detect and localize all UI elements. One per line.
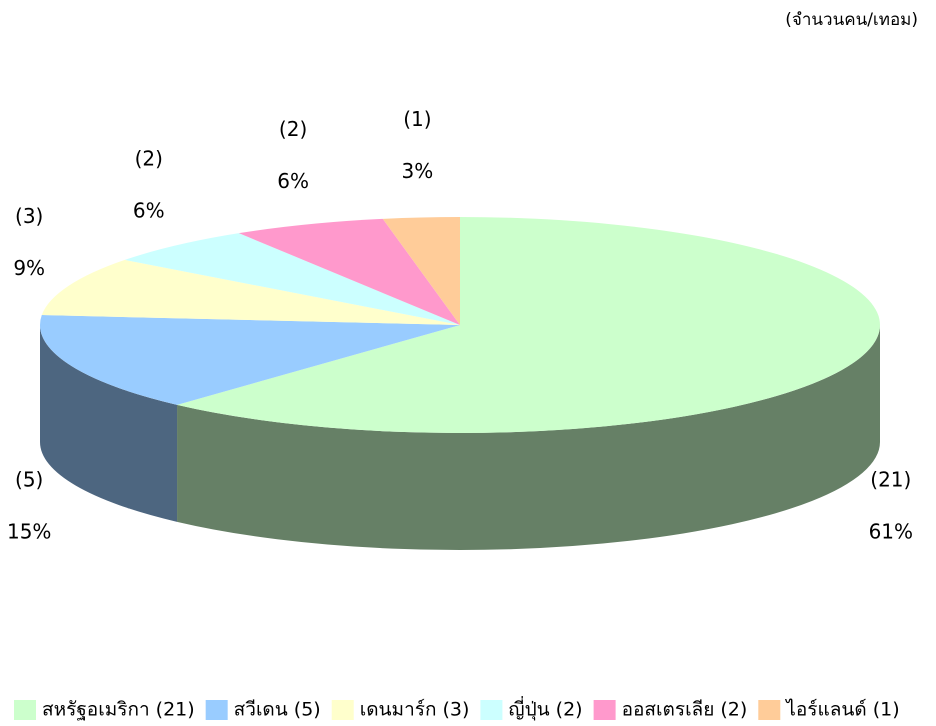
value-label: (1) xyxy=(403,107,431,131)
value-label: (21) xyxy=(870,468,911,492)
legend-label: เดนมาร์ก (3) xyxy=(360,699,470,721)
legend-swatch xyxy=(331,700,354,720)
percentage-label: 61% xyxy=(869,520,913,544)
unit-label: (จำนวนคน/เทอม) xyxy=(785,10,918,30)
percentage-label: 6% xyxy=(133,198,165,222)
slice xyxy=(41,259,460,325)
legend-swatch xyxy=(205,700,228,720)
legend-label: ญี่ปุ่น (2) xyxy=(508,696,582,722)
percentage-label: 9% xyxy=(13,256,45,280)
pie-sides xyxy=(40,325,880,551)
slice-side xyxy=(177,325,880,551)
legend-swatch xyxy=(593,700,616,720)
value-label: (5) xyxy=(15,468,43,492)
legend-swatch xyxy=(758,700,781,720)
value-label: (2) xyxy=(135,146,163,170)
value-label: (3) xyxy=(15,204,43,228)
slice xyxy=(124,233,460,325)
legend-label: สวีเดน (5) xyxy=(234,699,321,721)
legend-swatch xyxy=(480,700,503,720)
slice xyxy=(382,217,460,325)
pie-tops xyxy=(39,217,880,433)
percentage-label: 6% xyxy=(277,169,309,193)
legend-label: ไอร์แลนด์ (1) xyxy=(784,699,899,721)
slice xyxy=(39,315,461,405)
legend-swatch xyxy=(14,700,36,720)
legend-label: ออสเตรเลีย (2) xyxy=(622,699,748,721)
slice xyxy=(238,218,460,325)
slice xyxy=(177,217,880,433)
value-label: (2) xyxy=(279,117,307,141)
slice-side xyxy=(40,325,178,522)
percentage-label: 15% xyxy=(7,520,51,544)
percentage-label: 3% xyxy=(402,159,434,183)
legend-label: สหรัฐอเมริกา (21) xyxy=(42,699,195,721)
